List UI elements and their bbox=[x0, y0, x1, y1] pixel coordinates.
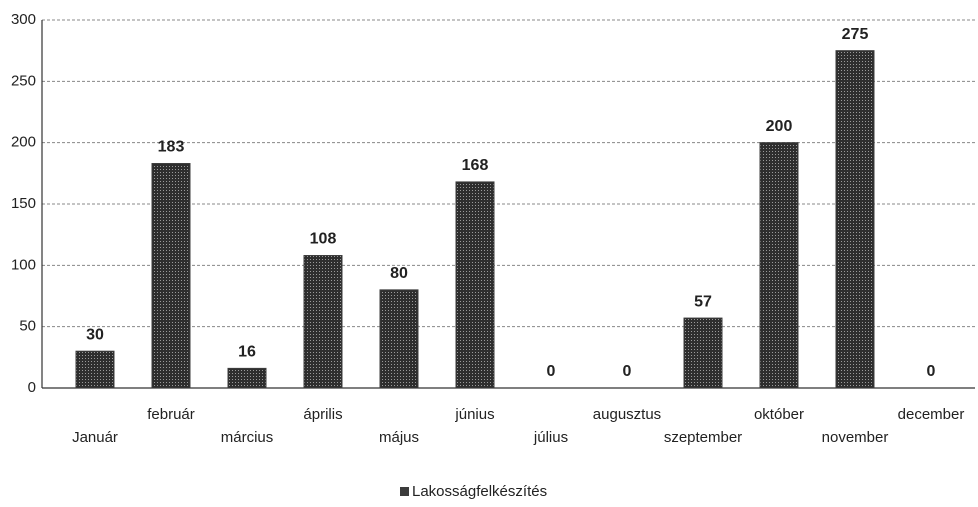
data-label: 30 bbox=[86, 326, 104, 343]
x-tick-label: december bbox=[898, 406, 965, 423]
x-tick-label: augusztus bbox=[593, 406, 661, 423]
data-label: 0 bbox=[927, 363, 936, 380]
x-tick-label: március bbox=[221, 429, 274, 446]
data-label: 0 bbox=[623, 363, 632, 380]
bar bbox=[227, 367, 267, 389]
data-label: 108 bbox=[310, 231, 337, 248]
y-tick-label: 100 bbox=[11, 256, 36, 273]
bar bbox=[835, 50, 875, 389]
data-label: 57 bbox=[694, 293, 712, 310]
bar bbox=[455, 181, 495, 389]
y-tick-label: 200 bbox=[11, 134, 36, 151]
bar bbox=[75, 350, 115, 389]
data-label: 183 bbox=[158, 139, 185, 156]
data-label: 16 bbox=[238, 344, 256, 361]
bar bbox=[759, 142, 799, 389]
x-tick-label: október bbox=[754, 406, 804, 423]
x-tick-label: február bbox=[147, 406, 195, 423]
y-tick-label: 250 bbox=[11, 72, 36, 89]
y-tick-label: 300 bbox=[11, 11, 36, 28]
x-tick-label: Január bbox=[72, 429, 118, 446]
x-tick-label: április bbox=[303, 406, 342, 423]
x-tick-label: november bbox=[822, 429, 889, 446]
x-tick-label: május bbox=[379, 429, 419, 446]
data-label: 80 bbox=[390, 265, 408, 282]
bar bbox=[303, 255, 343, 389]
bar bbox=[379, 289, 419, 389]
data-label: 168 bbox=[462, 157, 489, 174]
legend-marker bbox=[400, 487, 409, 496]
y-tick-label: 50 bbox=[19, 318, 36, 335]
x-tick-label: július bbox=[533, 429, 568, 446]
y-tick-label: 0 bbox=[28, 379, 36, 396]
y-tick-label: 150 bbox=[11, 195, 36, 212]
data-label: 200 bbox=[766, 118, 793, 135]
data-label: 0 bbox=[547, 363, 556, 380]
data-label: 275 bbox=[842, 26, 869, 43]
x-tick-label: szeptember bbox=[664, 429, 742, 446]
legend-label: Lakosságfelkészítés bbox=[412, 483, 547, 500]
bar bbox=[151, 163, 191, 389]
bar bbox=[683, 317, 723, 389]
x-tick-label: június bbox=[454, 406, 494, 423]
